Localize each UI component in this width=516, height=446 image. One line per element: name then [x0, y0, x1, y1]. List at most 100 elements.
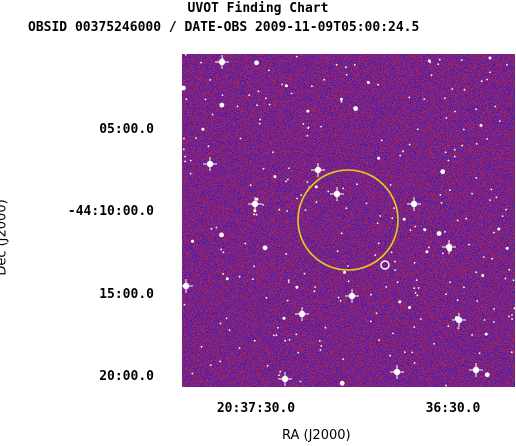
star-point — [222, 273, 224, 275]
star-point — [300, 194, 303, 197]
star-point — [314, 185, 318, 189]
x-tick-label: 36:30.0 — [425, 401, 481, 416]
star-point — [471, 334, 473, 336]
star-point — [248, 94, 251, 96]
star-point — [408, 306, 411, 309]
star-point — [493, 308, 495, 310]
star-point — [191, 239, 194, 243]
star-point — [307, 127, 309, 129]
star-point — [225, 317, 228, 320]
star-point — [278, 208, 281, 211]
star-point — [375, 312, 378, 315]
star-point — [396, 281, 399, 284]
star-point — [286, 210, 289, 212]
y-tick-label: 20:00.0 — [99, 369, 154, 384]
sky-image — [182, 54, 515, 387]
star-point — [337, 296, 340, 299]
star-point — [253, 213, 255, 216]
star-point — [413, 287, 416, 290]
star-point — [486, 138, 489, 140]
star-point — [262, 204, 264, 206]
star-point — [239, 137, 242, 140]
star-point — [389, 184, 392, 186]
star-point — [476, 300, 479, 302]
star-point — [441, 252, 444, 255]
star-point — [207, 145, 210, 148]
star-point — [490, 188, 493, 191]
star-point — [220, 248, 222, 251]
star-point — [413, 326, 416, 328]
y-tick-label: 15:00.0 — [99, 287, 154, 302]
star-point — [497, 227, 501, 231]
star-point — [440, 169, 446, 175]
star-point — [191, 372, 194, 375]
star-point — [508, 268, 511, 271]
star-point — [182, 85, 186, 91]
star-point — [345, 207, 348, 210]
star-point — [494, 105, 497, 108]
x-axis-label: RA (J2000) — [282, 428, 351, 443]
star-point — [438, 58, 441, 61]
star-point — [340, 100, 343, 103]
star-point — [463, 88, 466, 91]
star-point — [319, 349, 322, 351]
star-point — [486, 78, 488, 81]
star-point — [219, 232, 224, 238]
star-point — [340, 232, 343, 235]
star-point — [335, 63, 338, 66]
star-point — [252, 278, 254, 281]
noise-white-speckle — [182, 54, 515, 387]
star-point — [444, 230, 446, 233]
star-point — [493, 321, 495, 323]
star-point — [288, 167, 290, 169]
star-point — [453, 155, 456, 158]
star-point — [423, 98, 426, 100]
star-point — [457, 327, 460, 329]
star-point — [456, 219, 459, 222]
star-point — [303, 272, 306, 275]
star-point — [336, 250, 339, 253]
sky-image-svg — [182, 54, 515, 387]
star-point — [437, 63, 440, 66]
star-point — [345, 66, 347, 69]
star-point — [320, 125, 322, 128]
star-point — [510, 351, 513, 354]
source-marker — [380, 260, 390, 270]
star-point — [219, 102, 225, 108]
star-point — [258, 122, 261, 125]
star-point — [445, 293, 447, 296]
star-point — [225, 277, 229, 281]
star-point — [200, 345, 203, 348]
star-point — [489, 199, 491, 202]
star-point — [204, 98, 207, 101]
star-point — [471, 192, 473, 195]
star-point — [370, 293, 372, 296]
star-point — [183, 137, 185, 140]
star-point — [420, 318, 422, 320]
star-point — [468, 243, 471, 246]
star-point — [491, 257, 493, 260]
star-point — [221, 94, 224, 96]
star-point — [275, 334, 278, 337]
star-point — [210, 227, 213, 230]
star-point — [262, 167, 265, 170]
star-point — [315, 201, 318, 203]
star-point — [366, 81, 370, 84]
star-point — [463, 286, 465, 289]
star-point — [314, 286, 316, 288]
star-point — [478, 352, 481, 355]
star-point — [504, 277, 507, 280]
star-point — [430, 74, 433, 77]
star-point — [295, 333, 298, 336]
star-point — [461, 144, 463, 147]
star-point — [189, 159, 192, 162]
star-point — [255, 213, 258, 216]
star-point — [501, 215, 504, 218]
star-point — [342, 187, 345, 190]
star-point — [286, 299, 289, 302]
star-point — [399, 154, 402, 157]
star-point — [343, 270, 346, 274]
star-point — [285, 180, 287, 183]
star-point — [508, 315, 510, 318]
